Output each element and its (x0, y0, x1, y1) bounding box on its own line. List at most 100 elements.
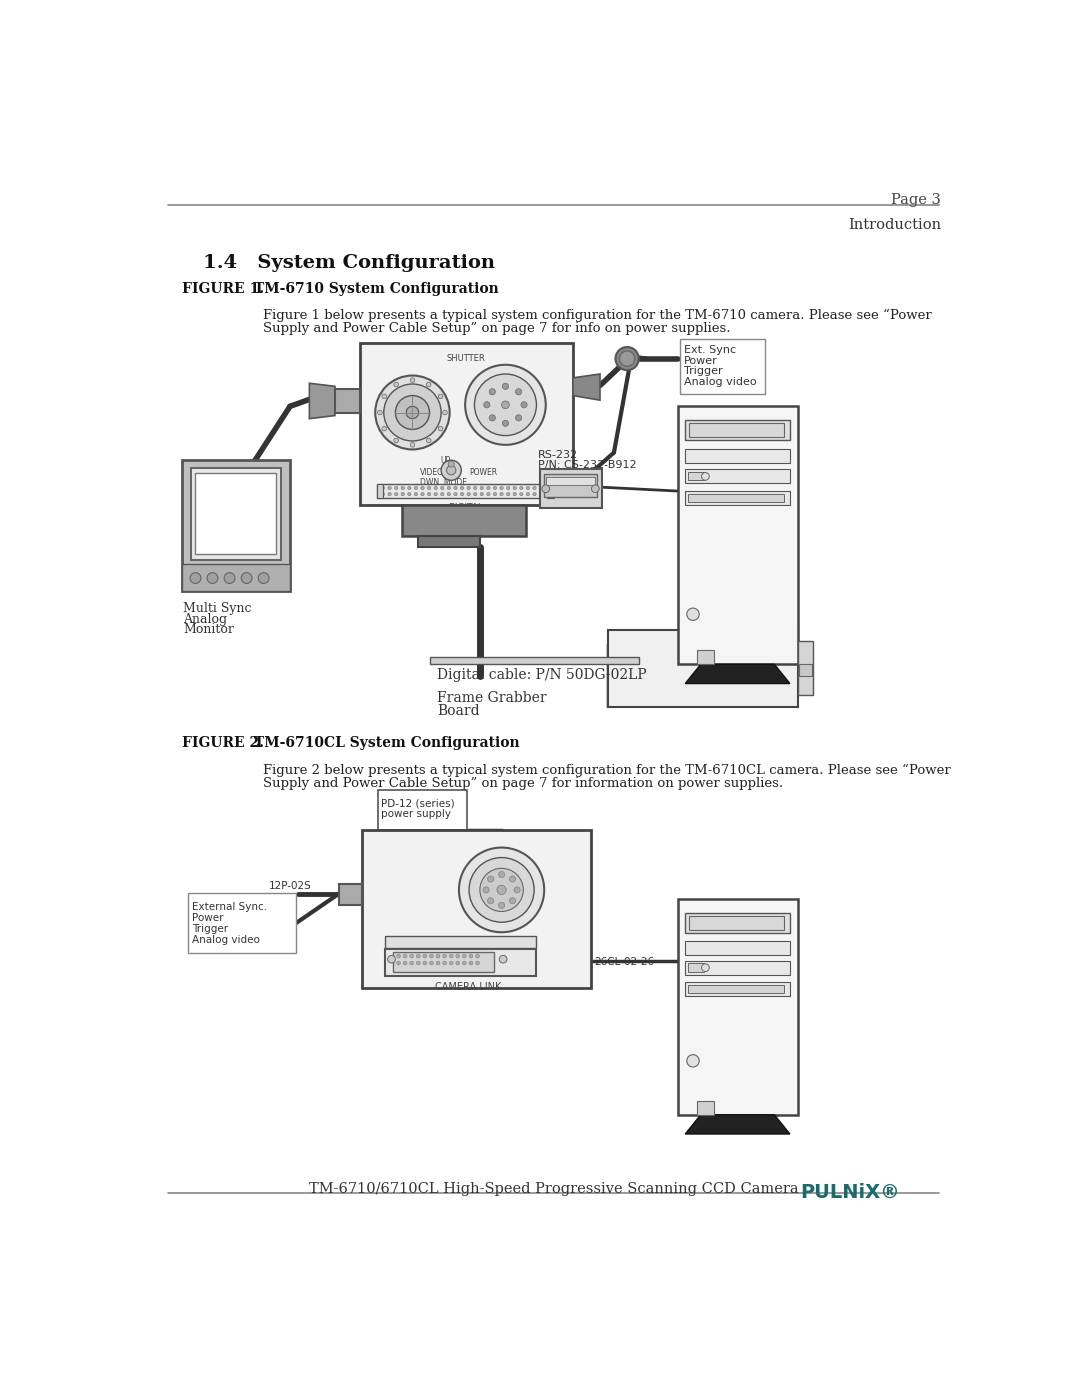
Circle shape (381, 492, 384, 496)
Bar (679, 338, 765, 394)
Circle shape (484, 402, 490, 408)
Circle shape (487, 898, 494, 904)
Bar (360, 344, 572, 504)
Polygon shape (608, 630, 794, 707)
Text: VIDEO: VIDEO (420, 468, 444, 476)
Bar (799, 665, 811, 676)
Circle shape (446, 465, 456, 475)
Circle shape (499, 872, 504, 877)
Bar (685, 940, 789, 954)
Circle shape (702, 964, 710, 971)
Circle shape (499, 956, 507, 963)
Text: CAMERA LINK: CAMERA LINK (435, 982, 501, 992)
Bar (685, 469, 789, 483)
Circle shape (190, 573, 201, 584)
Circle shape (487, 486, 490, 490)
Circle shape (460, 486, 463, 490)
Circle shape (514, 887, 521, 893)
Circle shape (409, 954, 414, 958)
Bar (188, 893, 296, 953)
Bar (685, 490, 789, 504)
Bar (689, 423, 784, 437)
Circle shape (443, 954, 446, 958)
Bar (688, 472, 705, 481)
Bar (685, 420, 789, 440)
Text: P/N: CS-232-B912: P/N: CS-232-B912 (538, 460, 636, 471)
Text: POWER: POWER (485, 942, 518, 950)
Text: Trigger: Trigger (684, 366, 723, 376)
Bar (362, 830, 591, 988)
Circle shape (396, 954, 401, 958)
Circle shape (449, 961, 454, 965)
Circle shape (532, 486, 536, 490)
Text: FIGURE 1.: FIGURE 1. (181, 282, 264, 296)
Bar (677, 407, 798, 665)
Bar (181, 460, 291, 591)
Circle shape (519, 492, 523, 496)
Text: Analog video: Analog video (191, 935, 259, 944)
Circle shape (481, 492, 484, 496)
Circle shape (460, 492, 463, 496)
Circle shape (489, 415, 496, 420)
Circle shape (394, 439, 399, 443)
Circle shape (430, 954, 433, 958)
Text: Supply and Power Cable Setup” on page 7 for information on power supplies.: Supply and Power Cable Setup” on page 7 … (262, 777, 783, 789)
Circle shape (475, 954, 480, 958)
Bar (798, 641, 813, 696)
Circle shape (462, 961, 467, 965)
Bar (386, 949, 537, 977)
Circle shape (467, 492, 471, 496)
Circle shape (415, 492, 418, 496)
Bar (688, 963, 704, 971)
Circle shape (467, 486, 471, 490)
Bar (339, 884, 362, 905)
Text: 12P-02S: 12P-02S (269, 880, 312, 891)
Circle shape (447, 486, 450, 490)
Text: Ext. Sync: Ext. Sync (684, 345, 735, 355)
Circle shape (436, 954, 440, 958)
Circle shape (207, 573, 218, 584)
Bar (685, 448, 789, 462)
Text: Page 3: Page 3 (891, 193, 941, 207)
Text: TM-6710/6710CL High-Speed Progressive Scanning CCD Camera: TM-6710/6710CL High-Speed Progressive Sc… (309, 1182, 798, 1196)
Circle shape (378, 411, 382, 415)
Text: POWER: POWER (470, 468, 498, 476)
Circle shape (500, 492, 503, 496)
Circle shape (500, 486, 503, 490)
Circle shape (687, 1055, 699, 1067)
Circle shape (428, 492, 431, 496)
Circle shape (469, 954, 473, 958)
Circle shape (469, 858, 535, 922)
Bar (377, 485, 554, 497)
Text: Power: Power (684, 355, 717, 366)
Circle shape (438, 394, 443, 398)
Circle shape (443, 411, 447, 415)
Circle shape (502, 420, 509, 426)
Text: 26CL-02-26: 26CL-02-26 (595, 957, 654, 967)
Text: FIGURE 2.: FIGURE 2. (181, 736, 264, 750)
Circle shape (513, 492, 516, 496)
Circle shape (501, 401, 510, 409)
Circle shape (475, 961, 480, 965)
Circle shape (449, 954, 454, 958)
Circle shape (388, 486, 391, 490)
Text: Analog: Analog (183, 613, 227, 626)
Circle shape (421, 492, 424, 496)
Circle shape (423, 954, 427, 958)
Text: PD-12 (series): PD-12 (series) (381, 798, 455, 809)
Bar (386, 936, 537, 949)
Circle shape (401, 492, 405, 496)
Circle shape (436, 961, 440, 965)
Text: DIGITAL: DIGITAL (448, 503, 484, 511)
Circle shape (465, 365, 545, 444)
Circle shape (499, 902, 504, 908)
Circle shape (401, 486, 405, 490)
Circle shape (427, 439, 431, 443)
Circle shape (459, 848, 544, 932)
Circle shape (526, 486, 529, 490)
Circle shape (410, 377, 415, 383)
Circle shape (407, 486, 411, 490)
Circle shape (416, 961, 420, 965)
Text: UP: UP (440, 457, 450, 465)
Circle shape (481, 486, 484, 490)
